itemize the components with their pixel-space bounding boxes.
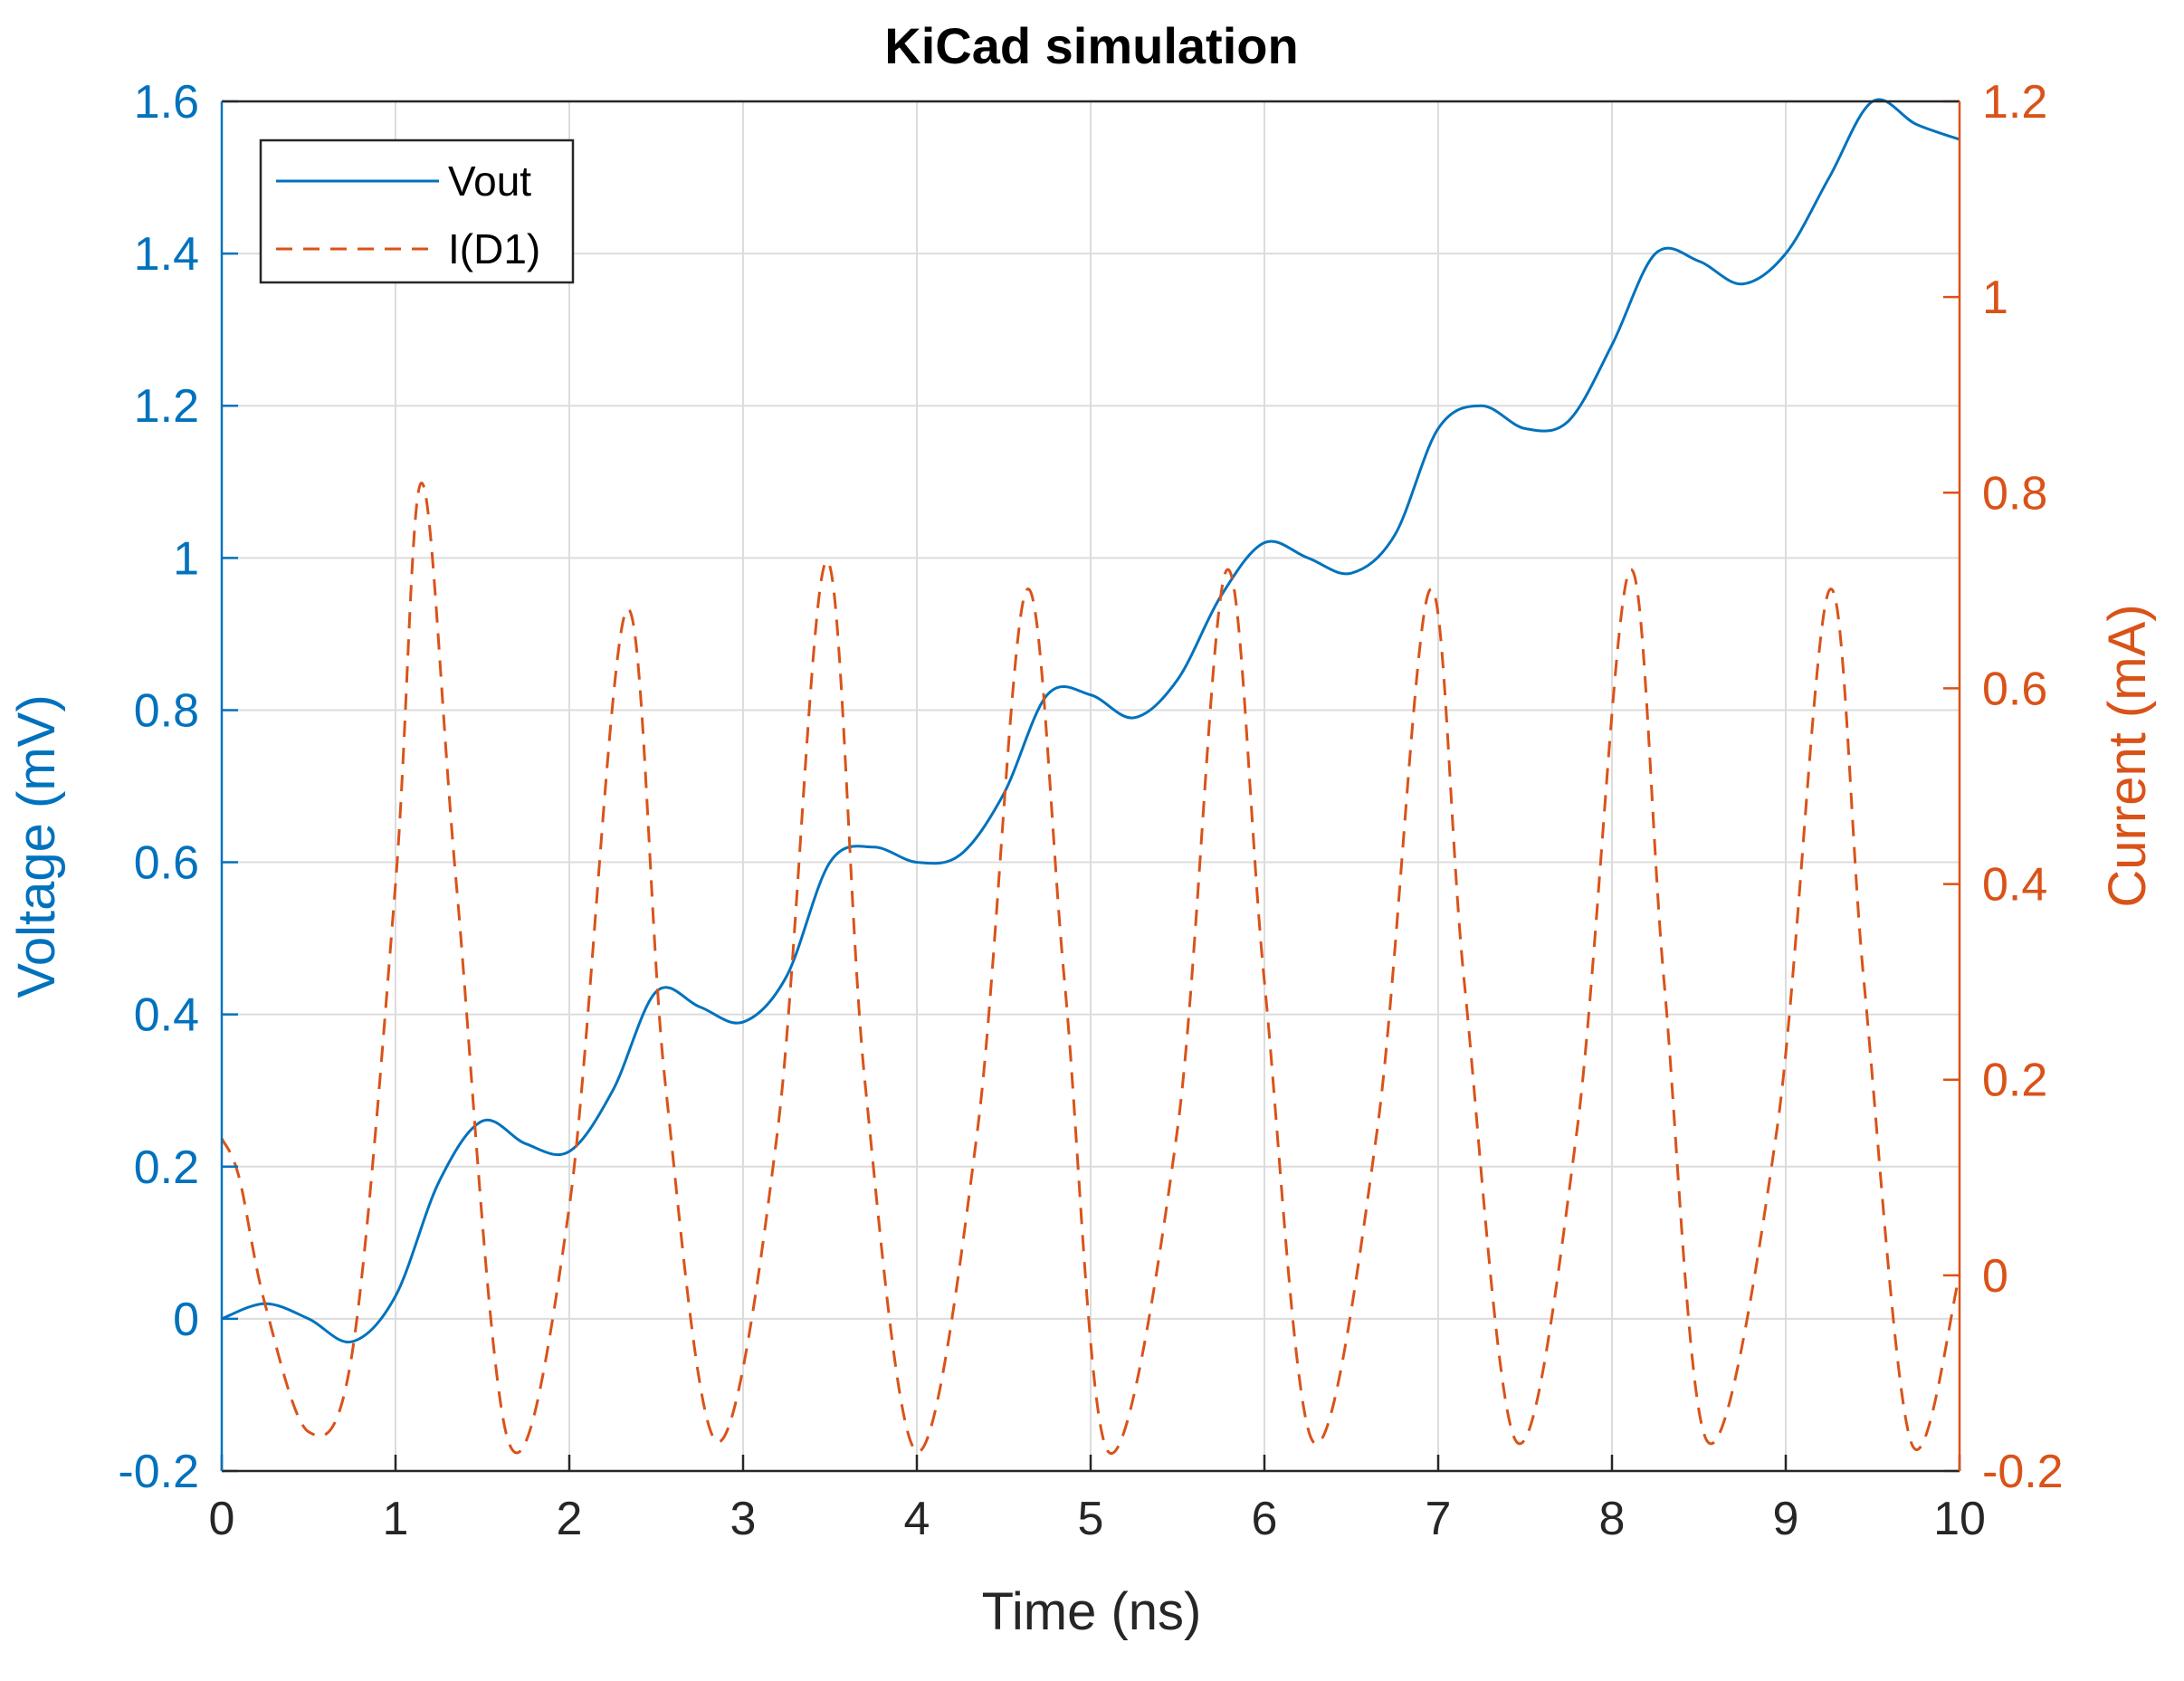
y-axis-left-label: Voltage (mV) — [7, 694, 66, 998]
x-tick-label: 6 — [1252, 1493, 1278, 1545]
y-right-tick-label: 0.4 — [1982, 859, 2047, 912]
y-axis-right-label: Current (mA) — [2098, 604, 2157, 907]
x-tick-label: 10 — [1933, 1493, 1986, 1545]
series-line-vout — [221, 98, 1960, 1344]
legend: Vout I(D1) — [259, 138, 575, 284]
x-tick-label: 9 — [1773, 1493, 1799, 1545]
y-right-tick-label: 0.2 — [1982, 1055, 2047, 1107]
legend-label-id1: I(D1) — [448, 225, 540, 272]
y-right-tick-label: 0 — [1982, 1250, 2008, 1303]
axes — [220, 100, 1961, 1473]
y-left-tick-label: 1 — [173, 532, 199, 585]
x-tick-label: 1 — [383, 1493, 409, 1545]
y-right-tick-label: -0.2 — [1982, 1446, 2064, 1498]
y-left-tick-label: 0.8 — [134, 684, 199, 737]
x-tick-label: 0 — [209, 1493, 235, 1545]
legend-label-vout: Vout — [448, 158, 531, 205]
y-left-tick-label: 1.4 — [134, 228, 199, 281]
legend-box — [259, 138, 575, 284]
x-tick-label: 2 — [557, 1493, 583, 1545]
x-tick-label: 5 — [1078, 1493, 1104, 1545]
x-tick-label: 3 — [730, 1493, 757, 1545]
y-right-tick-label: 0.6 — [1982, 663, 2047, 715]
y-right-tick-label: 1 — [1982, 272, 2008, 324]
series-line-id1 — [220, 481, 1961, 1456]
y-right-tick-label: 1.2 — [1982, 76, 2047, 129]
y-left-tick-label: 0 — [173, 1294, 199, 1346]
y-left-tick-label: -0.2 — [118, 1446, 199, 1498]
y-left-tick-label: 0.2 — [134, 1141, 199, 1194]
y-left-tick-label: 0.6 — [134, 837, 199, 890]
x-tick-label: 7 — [1426, 1493, 1452, 1545]
tick-labels: 0 1 2 3 4 5 6 7 8 9 10-0.200.20.40.60.811.21.41.6-… — [118, 76, 2063, 1545]
series-group — [220, 98, 1961, 1456]
y-left-tick-label: 1.2 — [134, 380, 199, 433]
x-tick-label: 4 — [904, 1493, 930, 1545]
x-tick-label: 8 — [1599, 1493, 1626, 1545]
chart-title: KiCad simulation — [884, 17, 1298, 74]
y-left-tick-label: 0.4 — [134, 989, 199, 1042]
y-right-tick-label: 0.8 — [1982, 467, 2047, 520]
y-left-tick-label: 1.6 — [134, 76, 199, 129]
x-axis-label: Time (ns) — [982, 1582, 1202, 1641]
